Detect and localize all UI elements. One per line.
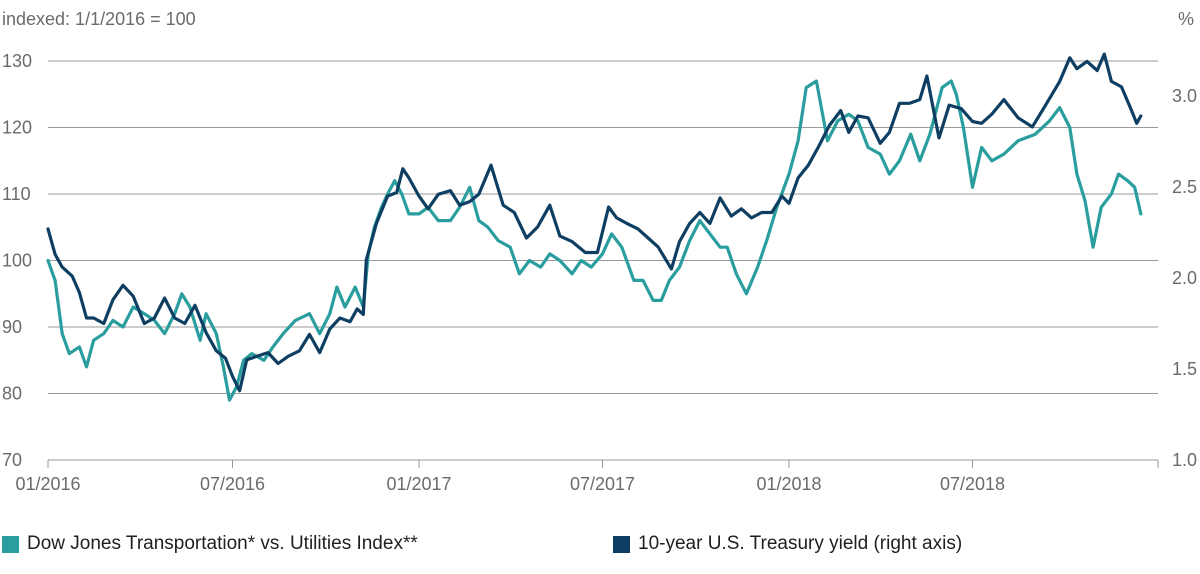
x-tick-label: 07/2018 xyxy=(940,474,1005,494)
left-y-axis: 70 80 90 100 110 120 130 xyxy=(2,51,32,470)
right-tick-label: 1.0 xyxy=(1172,450,1197,470)
left-tick-label: 110 xyxy=(2,184,31,204)
x-axis: 01/2016 07/2016 01/2017 07/2017 01/2018 07/20… xyxy=(15,459,1159,494)
x-tick-label: 07/2017 xyxy=(570,474,635,494)
right-tick-label: 2.0 xyxy=(1172,268,1197,288)
series-line-treasury-yield xyxy=(46,52,1143,393)
gridlines xyxy=(48,60,1158,394)
x-tick-label: 01/2017 xyxy=(386,474,451,494)
left-axis-title: indexed: 1/1/2016 = 100 xyxy=(2,9,196,29)
legend-label-treasury-yield: 10-year U.S. Treasury yield (right axis) xyxy=(638,533,963,554)
left-tick-label: 130 xyxy=(2,51,32,71)
series-line-transport-utilities xyxy=(46,79,1143,402)
x-tick-label: 07/2016 xyxy=(200,474,265,494)
left-tick-label: 80 xyxy=(2,384,22,404)
right-tick-label: 2.5 xyxy=(1172,177,1197,197)
line-chart: indexed: 1/1/2016 = 100 % 01/2016 07/2016… xyxy=(2,9,1197,494)
left-tick-label: 120 xyxy=(2,118,32,138)
x-tick-label: 01/2016 xyxy=(15,474,80,494)
right-y-axis: 1.0 1.5 2.0 2.5 3.0 xyxy=(1172,86,1197,470)
legend-swatch-navy xyxy=(613,535,630,553)
right-axis-title: % xyxy=(1178,9,1194,29)
legend-swatch-teal xyxy=(2,535,19,553)
legend-label-transport-utilities: Dow Jones Transportation* vs. Utilities … xyxy=(27,533,418,554)
left-tick-label: 70 xyxy=(2,450,22,470)
right-tick-label: 1.5 xyxy=(1172,359,1197,379)
series-lines xyxy=(46,52,1143,402)
right-tick-label: 3.0 xyxy=(1172,86,1197,106)
legend-item-treasury-yield: 10-year U.S. Treasury yield (right axis) xyxy=(613,533,962,555)
left-tick-label: 90 xyxy=(2,317,22,337)
x-tick-label: 01/2018 xyxy=(756,474,821,494)
legend-item-transport-utilities: Dow Jones Transportation* vs. Utilities … xyxy=(2,533,418,555)
left-tick-label: 100 xyxy=(2,251,32,271)
